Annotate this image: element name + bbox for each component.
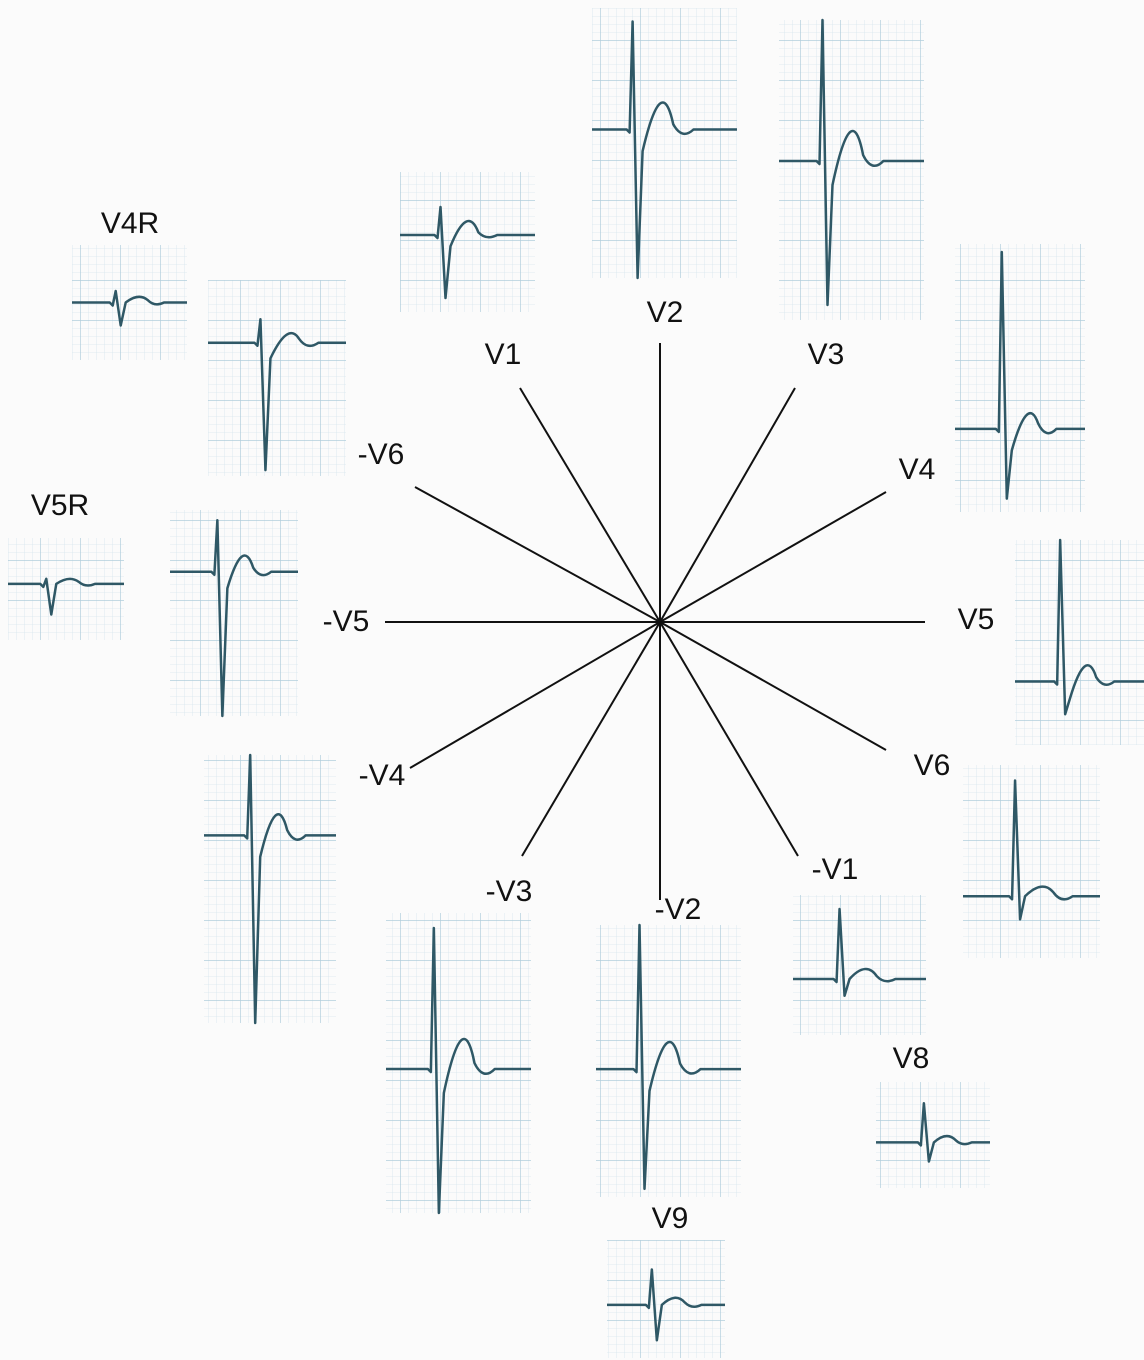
lead-label: -V4 bbox=[359, 759, 406, 792]
ecg-paper bbox=[876, 1082, 990, 1188]
lead-axis bbox=[660, 622, 886, 750]
lead-label: V9 bbox=[652, 1202, 689, 1235]
ecg-paper bbox=[1015, 540, 1144, 745]
lead-axis bbox=[660, 492, 886, 622]
ecg-paper bbox=[779, 20, 924, 320]
lead-label: -V2 bbox=[655, 893, 702, 926]
ecg-paper bbox=[793, 895, 926, 1035]
lead-axis bbox=[410, 622, 660, 768]
ecg-paper bbox=[8, 538, 124, 640]
lead-label: V3 bbox=[808, 338, 845, 371]
lead-label: -V1 bbox=[812, 853, 859, 886]
ecg-paper bbox=[204, 755, 336, 1023]
lead-axis bbox=[660, 622, 798, 856]
ecg-paper bbox=[386, 913, 531, 1213]
lead-axis bbox=[660, 388, 795, 622]
lead-axis bbox=[522, 622, 660, 856]
ecg-paper bbox=[963, 765, 1100, 958]
lead-diagram: V4R V5R V1 V2 V3 V4 V5 V6 -V6 -V5 -V4 -V3 -V2 -V1 V8 V9 bbox=[0, 0, 1144, 1360]
lead-label: V2 bbox=[647, 296, 684, 329]
lead-label: -V5 bbox=[323, 605, 370, 638]
lead-axis bbox=[520, 388, 660, 622]
lead-label: V8 bbox=[893, 1042, 930, 1075]
lead-axes bbox=[385, 343, 925, 900]
ecg-paper bbox=[596, 925, 741, 1197]
ecg-paper bbox=[955, 244, 1085, 512]
lead-label: -V3 bbox=[486, 875, 533, 908]
ecg-paper bbox=[170, 510, 298, 716]
lead-label: V4 bbox=[899, 453, 936, 486]
ecg-paper bbox=[400, 172, 535, 312]
ecg-paper bbox=[592, 8, 737, 278]
lead-label: V5R bbox=[31, 489, 89, 522]
lead-label: V1 bbox=[485, 338, 522, 371]
lead-label: V6 bbox=[914, 749, 951, 782]
lead-axis bbox=[415, 487, 660, 622]
ecg-paper bbox=[607, 1240, 725, 1358]
lead-label: V4R bbox=[101, 207, 159, 240]
lead-label: V5 bbox=[958, 603, 995, 636]
lead-label: -V6 bbox=[358, 438, 405, 471]
ecg-paper bbox=[208, 280, 346, 476]
ecg-strips bbox=[8, 8, 1144, 1358]
